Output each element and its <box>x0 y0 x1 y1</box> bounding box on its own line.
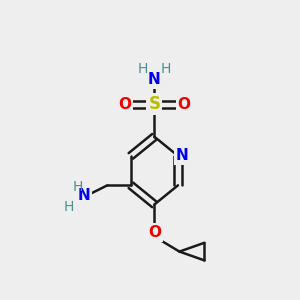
Text: N: N <box>77 188 90 203</box>
Text: O: O <box>177 97 190 112</box>
Text: O: O <box>118 97 131 112</box>
Text: N: N <box>176 148 189 164</box>
Text: H: H <box>161 62 171 76</box>
Text: O: O <box>148 225 161 240</box>
Text: S: S <box>148 95 160 113</box>
Text: N: N <box>148 72 161 87</box>
Text: H: H <box>137 62 148 76</box>
Text: H: H <box>73 180 83 194</box>
Text: H: H <box>64 200 74 214</box>
